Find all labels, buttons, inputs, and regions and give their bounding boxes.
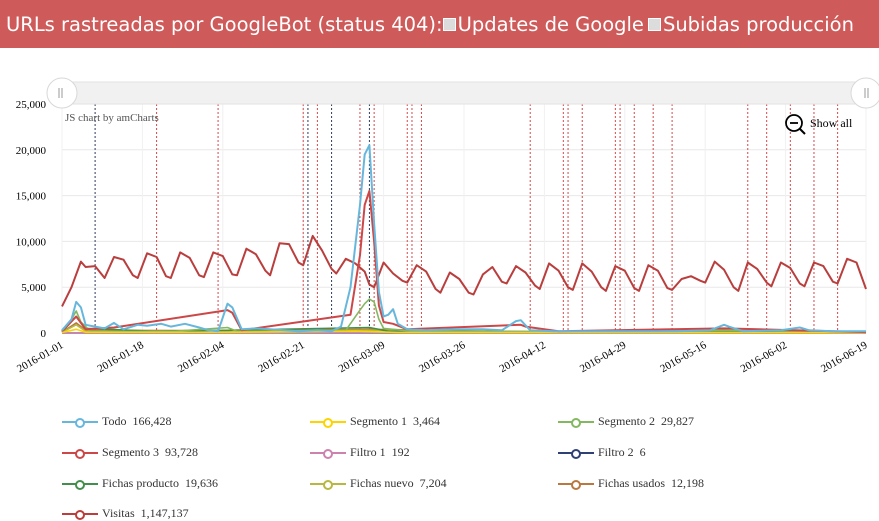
x-tick-label: 2016-02-04 — [176, 339, 227, 375]
legend-item-filtro1[interactable]: Filtro 1 192 — [310, 445, 410, 460]
show-all-button[interactable]: Show all — [786, 115, 853, 134]
x-tick-label: 2016-01-01 — [15, 339, 65, 375]
legend-label: Filtro 1 — [350, 445, 386, 460]
y-tick-label: 20,000 — [16, 145, 47, 157]
chart-grid — [62, 104, 866, 333]
amcharts-credit[interactable]: JS chart by amCharts — [65, 112, 159, 124]
chart-scrollbar[interactable] — [62, 82, 864, 104]
legend-marker-icon — [310, 447, 346, 459]
x-tick-label: 2016-06-02 — [739, 339, 789, 375]
legend-label: Segmento 3 — [102, 445, 159, 460]
x-tick-label: 2016-05-16 — [658, 339, 709, 375]
chart-guides — [95, 104, 838, 333]
y-tick-label: 10,000 — [16, 236, 47, 248]
legend-value: 12,198 — [671, 476, 704, 491]
y-tick-label: 0 — [41, 328, 47, 340]
legend-item-segmento2[interactable]: Segmento 2 29,827 — [558, 414, 694, 429]
legend-label: Fichas nuevo — [350, 476, 414, 491]
legend-item-segmento3[interactable]: Segmento 3 93,728 — [62, 445, 198, 460]
y-tick-label: 5,000 — [21, 282, 46, 294]
x-tick-label: 2016-06-19 — [819, 339, 870, 375]
x-tick-label: 2016-03-09 — [337, 339, 388, 375]
legend-label: Segmento 2 — [598, 414, 655, 429]
legend-value: 6 — [640, 445, 646, 460]
legend-item-fichas-producto[interactable]: Fichas producto 19,636 — [62, 476, 218, 491]
legend-marker-icon — [558, 447, 594, 459]
legend-value: 19,636 — [185, 476, 218, 491]
legend-marker-icon — [62, 416, 98, 428]
legend-label: Todo — [102, 414, 127, 429]
chart-legend: Todo 166,428 Segmento 1 3,464 Segmento 2 29… — [0, 406, 879, 519]
legend-marker-icon — [62, 447, 98, 459]
legend-label: Fichas producto — [102, 476, 179, 491]
legend-marker-icon — [558, 416, 594, 428]
x-tick-label: 2016-02-21 — [256, 339, 306, 375]
legend-value: 93,728 — [165, 445, 198, 460]
legend-item-fichas-nuevo[interactable]: Fichas nuevo 7,204 — [310, 476, 447, 491]
legend-value: 29,827 — [661, 414, 694, 429]
x-tick-label: 2016-04-12 — [497, 339, 547, 375]
legend-marker-icon — [310, 416, 346, 428]
y-axis: 0 5,000 10,000 15,000 20,000 25,000 — [16, 99, 47, 340]
legend-marker-icon — [62, 478, 98, 490]
legend-marker-icon — [558, 478, 594, 490]
legend-item-segmento1[interactable]: Segmento 1 3,464 — [310, 414, 440, 429]
x-tick-label: 2016-01-18 — [95, 339, 146, 375]
legend-item-todo[interactable]: Todo 166,428 — [62, 414, 172, 429]
y-tick-label: 25,000 — [16, 99, 47, 111]
legend-item-filtro2[interactable]: Filtro 2 6 — [558, 445, 646, 460]
x-axis: 2016-01-01 2016-01-18 2016-02-04 2016-02-21… — [15, 339, 870, 375]
legend-value: 192 — [392, 445, 410, 460]
line-chart: 0 5,000 10,000 15,000 20,000 25,000 2016-01-0… — [0, 0, 879, 406]
x-tick-label: 2016-03-26 — [417, 339, 468, 375]
y-tick-label: 15,000 — [16, 191, 47, 203]
legend-label: Fichas usados — [598, 476, 665, 491]
legend-marker-icon — [310, 478, 346, 490]
legend-value: 7,204 — [420, 476, 447, 491]
legend-label: Segmento 1 — [350, 414, 407, 429]
legend-label: Filtro 2 — [598, 445, 634, 460]
show-all-label[interactable]: Show all — [810, 116, 853, 130]
zoom-out-icon-handle — [800, 129, 805, 134]
legend-marker-icon — [62, 508, 98, 520]
legend-value: 166,428 — [133, 414, 172, 429]
legend-value: 3,464 — [413, 414, 440, 429]
x-tick-label: 2016-04-29 — [578, 339, 629, 375]
legend-item-fichas-usados[interactable]: Fichas usados 12,198 — [558, 476, 704, 491]
